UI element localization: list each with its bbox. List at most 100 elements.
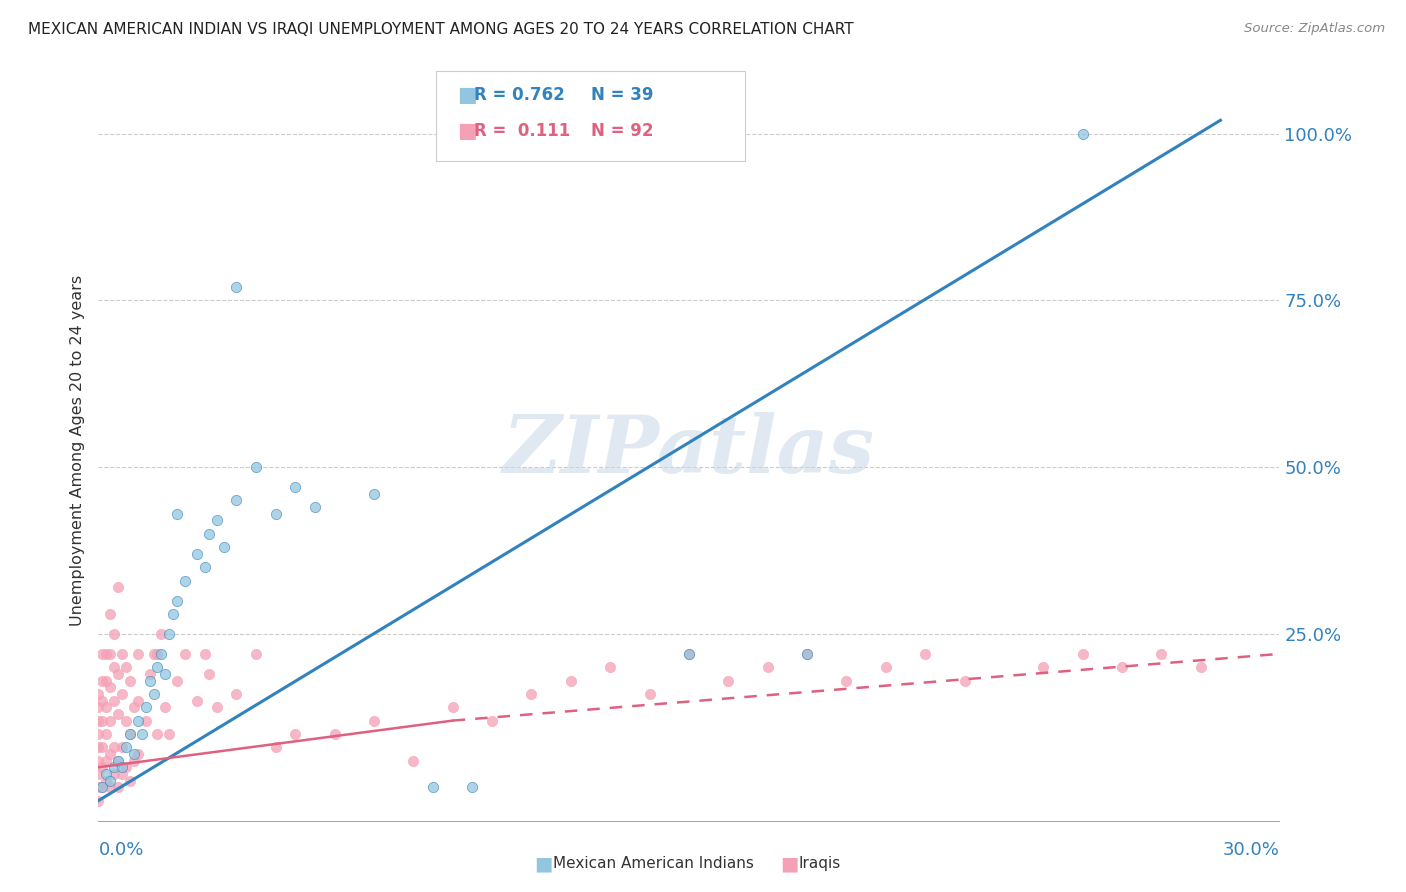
Point <box>150 647 173 661</box>
Point <box>96 647 118 661</box>
Point <box>245 647 267 661</box>
Point <box>87 687 110 701</box>
Point <box>323 727 346 741</box>
Point <box>1150 647 1173 661</box>
Point <box>87 714 110 728</box>
Point <box>638 687 661 701</box>
Point <box>115 660 138 674</box>
Point <box>111 767 134 781</box>
Point <box>150 627 173 641</box>
Point <box>87 727 110 741</box>
Point <box>91 780 114 795</box>
Point <box>107 754 129 768</box>
Point <box>87 767 110 781</box>
Point <box>284 480 307 494</box>
Point <box>91 714 114 728</box>
Text: 0.0%: 0.0% <box>98 840 143 859</box>
Point <box>157 727 180 741</box>
Point <box>138 666 160 681</box>
Point <box>103 740 125 755</box>
Point <box>162 607 184 621</box>
Point <box>118 727 141 741</box>
Point <box>138 673 160 688</box>
Point <box>122 747 145 761</box>
Point <box>98 780 121 795</box>
Point <box>1189 660 1212 674</box>
Point <box>103 693 125 707</box>
Point <box>96 773 118 788</box>
Point <box>118 673 141 688</box>
Text: ■: ■ <box>457 121 477 141</box>
Text: Mexican American Indians: Mexican American Indians <box>553 856 754 871</box>
Point <box>402 754 425 768</box>
Point <box>441 700 464 714</box>
Point <box>717 673 740 688</box>
Point <box>135 700 157 714</box>
Point <box>363 487 385 501</box>
Point <box>91 780 114 795</box>
Point <box>91 647 114 661</box>
Point <box>225 493 247 508</box>
Text: 30.0%: 30.0% <box>1223 840 1279 859</box>
Point <box>225 687 247 701</box>
Point <box>461 780 484 795</box>
Text: Iraqis: Iraqis <box>799 856 841 871</box>
Text: ZIPatlas: ZIPatlas <box>503 412 875 489</box>
Point <box>91 693 114 707</box>
Point <box>118 773 141 788</box>
Point <box>98 647 121 661</box>
Text: N = 92: N = 92 <box>591 122 652 140</box>
Point <box>127 647 149 661</box>
Point <box>135 714 157 728</box>
Text: MEXICAN AMERICAN INDIAN VS IRAQI UNEMPLOYMENT AMONG AGES 20 TO 24 YEARS CORRELAT: MEXICAN AMERICAN INDIAN VS IRAQI UNEMPLO… <box>28 22 853 37</box>
Point <box>1032 660 1054 674</box>
Point <box>87 794 110 808</box>
Point <box>127 747 149 761</box>
Point <box>304 500 326 515</box>
Point <box>142 647 165 661</box>
Point <box>166 673 188 688</box>
Point <box>422 780 444 795</box>
Point <box>96 767 118 781</box>
Point <box>103 760 125 774</box>
Point <box>194 647 217 661</box>
Point <box>1071 127 1094 141</box>
Point <box>111 740 134 755</box>
Point <box>107 780 129 795</box>
Point <box>98 607 121 621</box>
Point <box>87 740 110 755</box>
Point <box>599 660 621 674</box>
Point <box>186 693 208 707</box>
Point <box>146 647 169 661</box>
Point <box>107 754 129 768</box>
Point <box>122 700 145 714</box>
Point <box>155 666 177 681</box>
Point <box>131 727 153 741</box>
Point <box>96 754 118 768</box>
Point <box>98 680 121 694</box>
Point <box>186 547 208 561</box>
Point <box>96 673 118 688</box>
Point <box>756 660 779 674</box>
Point <box>155 700 177 714</box>
Point <box>166 593 188 607</box>
Point <box>214 540 236 554</box>
Point <box>197 526 219 541</box>
Point <box>118 727 141 741</box>
Point <box>98 714 121 728</box>
Point <box>87 754 110 768</box>
Point <box>98 747 121 761</box>
Point <box>560 673 582 688</box>
Text: R =  0.111: R = 0.111 <box>474 122 569 140</box>
Point <box>115 714 138 728</box>
Point <box>157 627 180 641</box>
Point <box>796 647 818 661</box>
Point <box>264 507 287 521</box>
Point <box>205 514 228 528</box>
Point <box>678 647 700 661</box>
Point <box>107 706 129 721</box>
Point <box>166 507 188 521</box>
Point <box>103 767 125 781</box>
Text: R = 0.762: R = 0.762 <box>474 87 565 104</box>
Point <box>194 560 217 574</box>
